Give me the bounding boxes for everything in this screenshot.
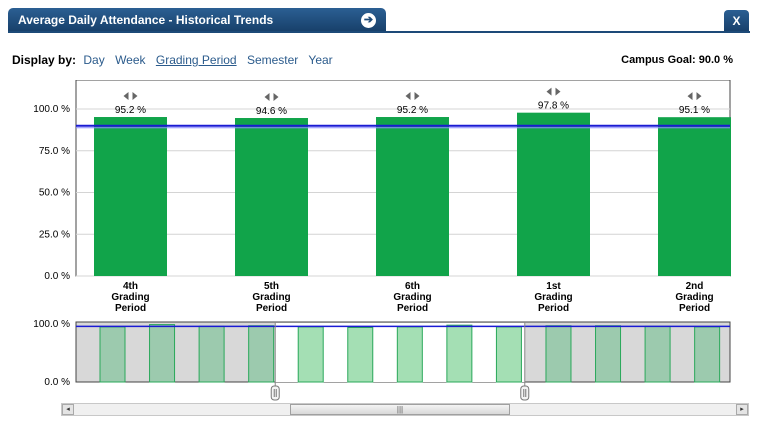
arrow-right-shape (273, 93, 279, 102)
bar (658, 117, 731, 276)
x-category-label-line: Period (537, 303, 570, 314)
close-button[interactable]: X (724, 10, 749, 32)
y-tick-label: 50.0 % (39, 188, 70, 199)
x-category-label-line: Grading (111, 292, 150, 303)
arrow-right-shape (414, 92, 420, 101)
navigator-y-tick-label: 100.0 % (33, 319, 70, 330)
x-category-label-line: Period (396, 303, 429, 314)
arrow-left-shape (264, 93, 270, 102)
scroll-left-button[interactable]: ◂ (62, 404, 74, 415)
attendance-bar-chart: 0.0 % 25.0 % 50.0 % 75.0 % 100.0 % 95.2 % 94.6… (33, 80, 731, 280)
display-option-grading-period[interactable]: Grading Period (155, 53, 237, 67)
x-category-label-line: Grading (252, 292, 291, 303)
bar (517, 112, 590, 276)
bar-value-label: 95.1 % (679, 105, 710, 116)
y-tick-label: 25.0 % (39, 229, 70, 240)
x-category-label: 6th Grading Period (373, 281, 453, 314)
display-by-bar: Display by: Day Week Grading Period Seme… (12, 53, 340, 67)
navigator-handle[interactable] (520, 385, 530, 401)
navigator-bar (347, 326, 374, 383)
bar (235, 118, 308, 276)
x-category-label-line: 6th (405, 281, 420, 292)
navigator-y-tick-label: 0.0 % (44, 377, 70, 388)
navigator-bar (545, 325, 572, 383)
arrow-right-circle-icon[interactable]: ➔ (361, 13, 376, 28)
left-right-arrow-icon (687, 92, 702, 101)
x-category-label-line: Grading (393, 292, 432, 303)
arrow-left-shape (687, 92, 693, 101)
arrow-left-shape (123, 92, 129, 101)
navigator-bar (644, 325, 671, 383)
bar-value-label: 95.2 % (115, 105, 146, 116)
display-option-week[interactable]: Week (115, 53, 146, 67)
arrow-left-shape (546, 87, 552, 96)
left-right-arrow-icon (123, 92, 138, 101)
left-right-arrow-icon (405, 92, 420, 101)
y-tick-label: 75.0 % (39, 146, 70, 157)
x-category-label-line: 2nd (685, 281, 704, 292)
navigator-bar (297, 326, 324, 383)
left-right-arrow-icon (264, 93, 279, 102)
arrow-right-shape (696, 92, 702, 101)
navigator-bar (446, 324, 473, 383)
navigator-bar (495, 326, 522, 383)
x-category-label-line: Grading (675, 292, 714, 303)
arrow-right-shape (132, 92, 138, 101)
arrow-left-shape (405, 92, 411, 101)
navigator-bar (694, 326, 721, 383)
bar-value-label: 95.2 % (397, 105, 428, 116)
x-category-label-line: 4th (123, 281, 138, 292)
chart-title-tab: Average Daily Attendance - Historical Tr… (8, 8, 386, 32)
header-divider (8, 31, 750, 33)
display-by-label: Display by: (12, 53, 77, 67)
x-category-label-line: Grading (534, 292, 573, 303)
navigator-bar (99, 326, 126, 383)
navigator-bar (149, 324, 176, 383)
x-category-label-line: Period (678, 303, 711, 314)
navigator-handle[interactable] (270, 385, 280, 401)
navigator-bar (248, 325, 275, 383)
navigator-bar (595, 325, 622, 383)
x-category-label-line: 5th (264, 281, 279, 292)
x-category-label-line: Period (255, 303, 288, 314)
bar (94, 117, 167, 277)
arrow-right-shape (555, 87, 561, 96)
scroll-right-button[interactable]: ▸ (736, 404, 748, 415)
chart-title: Average Daily Attendance - Historical Tr… (18, 13, 274, 27)
horizontal-scrollbar[interactable]: ◂ ||| ▸ (61, 403, 749, 416)
bar-value-label: 97.8 % (538, 101, 569, 112)
x-category-label: 5th Grading Period (232, 281, 312, 314)
display-option-semester[interactable]: Semester (246, 53, 299, 67)
bar-value-label: 94.6 % (256, 106, 287, 117)
navigator-bar (198, 325, 225, 383)
scrollbar-thumb[interactable]: ||| (290, 404, 510, 415)
x-category-label-line: 1st (546, 281, 561, 292)
campus-goal-label: Campus Goal: 90.0 % (621, 54, 733, 66)
navigator-chart[interactable]: 100.0 % 0.0 % (0, 316, 759, 402)
left-right-arrow-icon (546, 87, 561, 96)
display-option-year[interactable]: Year (308, 53, 333, 67)
navigator-bar (396, 326, 423, 383)
x-category-label: 4th Grading Period (91, 281, 171, 314)
display-option-day[interactable]: Day (83, 53, 105, 67)
x-category-label-line: Period (114, 303, 147, 314)
y-tick-label: 0.0 % (44, 271, 70, 280)
bar (376, 117, 449, 277)
y-tick-label: 100.0 % (33, 104, 70, 115)
x-category-label: 1st Grading Period (514, 281, 594, 314)
x-category-label: 2nd Grading Period (655, 281, 735, 314)
